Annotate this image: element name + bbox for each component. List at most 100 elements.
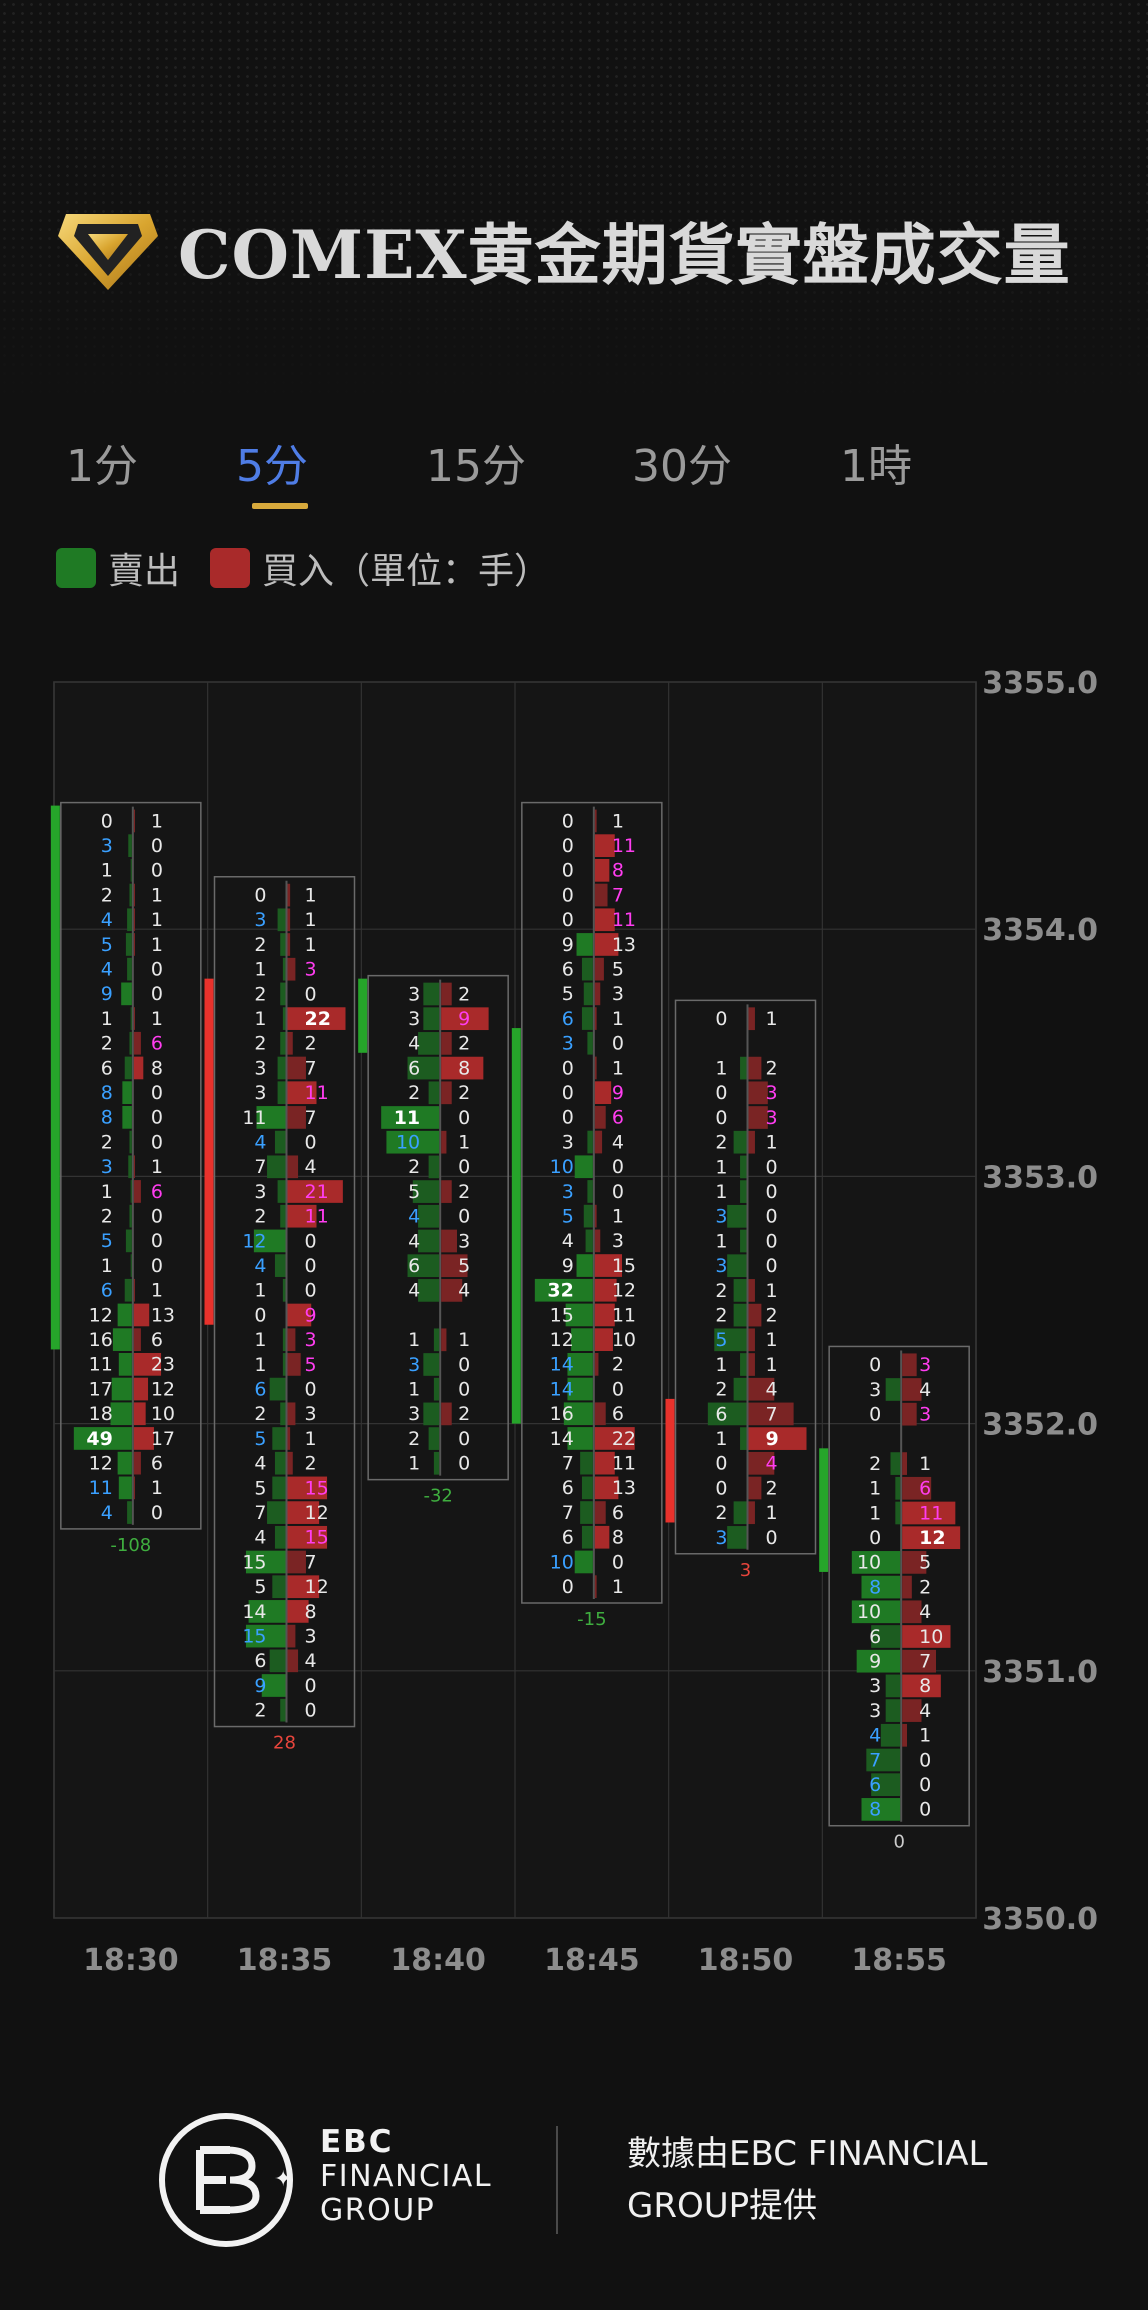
sell-volume-bar [117, 1451, 132, 1475]
buy-volume-bar [133, 1278, 136, 1302]
buy-volume-bar [441, 1180, 452, 1203]
buy-volume-label: 9 [612, 1082, 624, 1104]
buy-volume-bar [287, 1575, 320, 1599]
tab-1min[interactable]: 1分 [66, 441, 138, 492]
buy-volume-bar [748, 1303, 762, 1327]
sell-volume-label: 1 [101, 1255, 113, 1277]
buy-volume-label: 11 [612, 1453, 636, 1475]
buy-volume-label: 7 [305, 1057, 317, 1079]
tab-30min[interactable]: 30分 [632, 441, 732, 492]
brand-line-1: EBC [320, 2124, 394, 2160]
sell-volume-bar [740, 1056, 747, 1080]
buy-volume-label: 6 [151, 1329, 163, 1351]
sell-volume-bar [733, 1501, 747, 1525]
buy-volume-bar [287, 1155, 299, 1179]
sell-volume-bar [733, 1279, 747, 1302]
buy-volume-label: 11 [612, 909, 636, 931]
sell-volume-label: 14 [550, 1354, 574, 1376]
buy-volume-bar [287, 1649, 299, 1673]
sell-volume-label: 1 [715, 1156, 727, 1178]
buy-volume-bar [287, 1031, 293, 1055]
buy-volume-label: 2 [766, 1477, 778, 1499]
buy-volume-bar [748, 1056, 762, 1080]
buy-volume-label: 0 [305, 1378, 317, 1400]
buy-volume-label: 1 [612, 810, 624, 832]
buy-volume-bar [902, 1575, 912, 1599]
sell-volume-bar [576, 933, 593, 956]
buy-volume-label: 1 [458, 1329, 470, 1351]
sell-volume-label: 6 [101, 1057, 113, 1079]
sell-volume-bar [124, 1278, 132, 1302]
buy-volume-label: 13 [612, 1477, 636, 1499]
sell-volume-label: 4 [408, 1033, 420, 1055]
sell-volume-bar [895, 1476, 901, 1500]
sell-volume-bar [267, 1155, 286, 1179]
footer-divider [556, 2126, 558, 2234]
buy-volume-label: 3 [766, 1082, 778, 1104]
sell-volume-bar [581, 1525, 593, 1549]
sell-volume-label: 0 [562, 884, 574, 906]
sell-volume-label: 0 [715, 1453, 727, 1475]
tab-1hour[interactable]: 1時 [840, 441, 912, 492]
buy-volume-label: 8 [612, 1527, 624, 1549]
legend-sell-label: 賣出 [108, 551, 181, 592]
sell-volume-bar [274, 1525, 286, 1549]
sell-volume-bar [277, 1180, 286, 1203]
tab-5min[interactable]: 5分 [236, 441, 308, 492]
buy-volume-label: 7 [612, 884, 624, 906]
buy-volume-bar [748, 1476, 762, 1500]
buy-volume-bar [594, 933, 619, 956]
buy-volume-label: 4 [919, 1700, 931, 1722]
buy-volume-bar [748, 1007, 755, 1031]
buy-volume-bar [594, 1229, 601, 1253]
sell-volume-bar [740, 1427, 747, 1450]
buy-volume-label: 0 [305, 1131, 317, 1153]
buy-volume-label: 0 [151, 860, 163, 882]
buy-volume-bar [441, 1254, 468, 1278]
candle-body [204, 978, 214, 1325]
sell-volume-label: 5 [254, 1576, 266, 1598]
buy-volume-label: 3 [458, 1230, 470, 1252]
buy-volume-bar [287, 1550, 306, 1574]
buy-volume-bar [594, 1081, 612, 1104]
page-title: COMEX黄金期貨實盤成交量 [178, 216, 1071, 294]
x-tick-label: 18:40 [390, 1943, 486, 1978]
sell-volume-bar [127, 957, 132, 981]
y-tick-label: 3350.0 [982, 1902, 1098, 1937]
buy-volume-label: 0 [151, 1255, 163, 1277]
sell-volume-bar [890, 1452, 901, 1475]
buy-volume-bar [594, 1525, 610, 1549]
sell-volume-bar [282, 1328, 286, 1352]
brand-line-2: FINANCIAL [320, 2159, 493, 2194]
buy-volume-label: 0 [151, 1502, 163, 1524]
sell-volume-bar [851, 1551, 901, 1574]
sell-volume-label: 3 [254, 909, 266, 931]
sell-volume-bar [412, 1180, 440, 1203]
sell-volume-bar [851, 1600, 901, 1624]
buy-volume-bar [287, 1624, 296, 1648]
sell-volume-label: 3 [408, 1354, 420, 1376]
buy-volume-label: 2 [458, 983, 470, 1005]
sell-volume-label: 1 [869, 1478, 881, 1500]
buy-volume-label: 1 [919, 1453, 931, 1475]
buy-volume-bar [594, 859, 610, 882]
sell-volume-label: 4 [562, 1230, 574, 1252]
sell-volume-bar [428, 1427, 440, 1450]
buy-volume-bar [133, 933, 136, 956]
buy-volume-bar [287, 1303, 312, 1327]
buy-volume-bar [594, 957, 604, 981]
buy-volume-bar [133, 1402, 146, 1426]
buy-volume-bar [902, 1674, 941, 1698]
sell-volume-bar [248, 1600, 286, 1623]
tab-15min[interactable]: 15分 [426, 441, 526, 492]
buy-volume-bar [287, 1106, 306, 1129]
sell-volume-bar [280, 1031, 286, 1055]
footer-credit: 數據由EBC FINANCIAL GROUP提供 [627, 2134, 988, 2226]
buy-volume-bar [441, 1007, 489, 1031]
buy-volume-bar [133, 1180, 141, 1203]
buy-volume-label: 21 [305, 1181, 329, 1203]
sell-volume-label: 6 [869, 1774, 881, 1796]
sell-swatch [56, 548, 96, 588]
sell-volume-label: 7 [869, 1749, 881, 1771]
sell-volume-label: 4 [101, 1502, 113, 1524]
